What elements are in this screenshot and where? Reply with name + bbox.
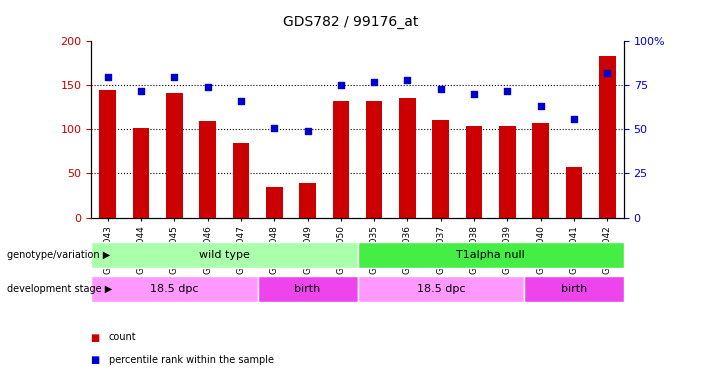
Point: [435, 86, 447, 92]
Bar: [465, 126, 482, 218]
Bar: [100, 90, 116, 218]
Point: [169, 74, 180, 80]
Point: [468, 91, 479, 97]
Text: development stage ▶: development stage ▶: [7, 284, 112, 294]
Text: 18.5 dpc: 18.5 dpc: [150, 284, 198, 294]
Text: percentile rank within the sample: percentile rank within the sample: [109, 355, 273, 365]
Bar: [524, 276, 624, 302]
Point: [236, 98, 247, 104]
Text: 18.5 dpc: 18.5 dpc: [416, 284, 465, 294]
Bar: [266, 187, 283, 218]
Point: [268, 124, 280, 130]
Bar: [132, 129, 149, 217]
Bar: [433, 120, 449, 218]
Bar: [299, 183, 316, 218]
Point: [135, 88, 147, 94]
Bar: [166, 93, 183, 218]
Bar: [499, 126, 516, 218]
Bar: [91, 242, 358, 268]
Point: [369, 79, 380, 85]
Text: GDS782 / 99176_at: GDS782 / 99176_at: [283, 15, 418, 29]
Point: [102, 74, 114, 80]
Bar: [366, 101, 383, 217]
Point: [202, 84, 213, 90]
Point: [302, 128, 313, 134]
Bar: [358, 242, 624, 268]
Bar: [233, 144, 250, 218]
Bar: [332, 101, 349, 217]
Bar: [358, 276, 524, 302]
Bar: [566, 167, 583, 217]
Point: [335, 82, 346, 88]
Text: birth: birth: [294, 284, 320, 294]
Bar: [599, 56, 615, 217]
Bar: [258, 276, 358, 302]
Point: [402, 77, 413, 83]
Text: birth: birth: [561, 284, 587, 294]
Text: ■: ■: [91, 333, 104, 342]
Bar: [91, 276, 258, 302]
Text: count: count: [109, 333, 136, 342]
Bar: [199, 121, 216, 218]
Text: T1alpha null: T1alpha null: [456, 250, 525, 260]
Text: genotype/variation ▶: genotype/variation ▶: [7, 250, 110, 260]
Point: [502, 88, 513, 94]
Text: wild type: wild type: [199, 250, 250, 260]
Bar: [399, 98, 416, 218]
Point: [535, 104, 546, 110]
Text: ■: ■: [91, 355, 104, 365]
Point: [601, 70, 613, 76]
Bar: [532, 123, 549, 218]
Point: [569, 116, 580, 122]
